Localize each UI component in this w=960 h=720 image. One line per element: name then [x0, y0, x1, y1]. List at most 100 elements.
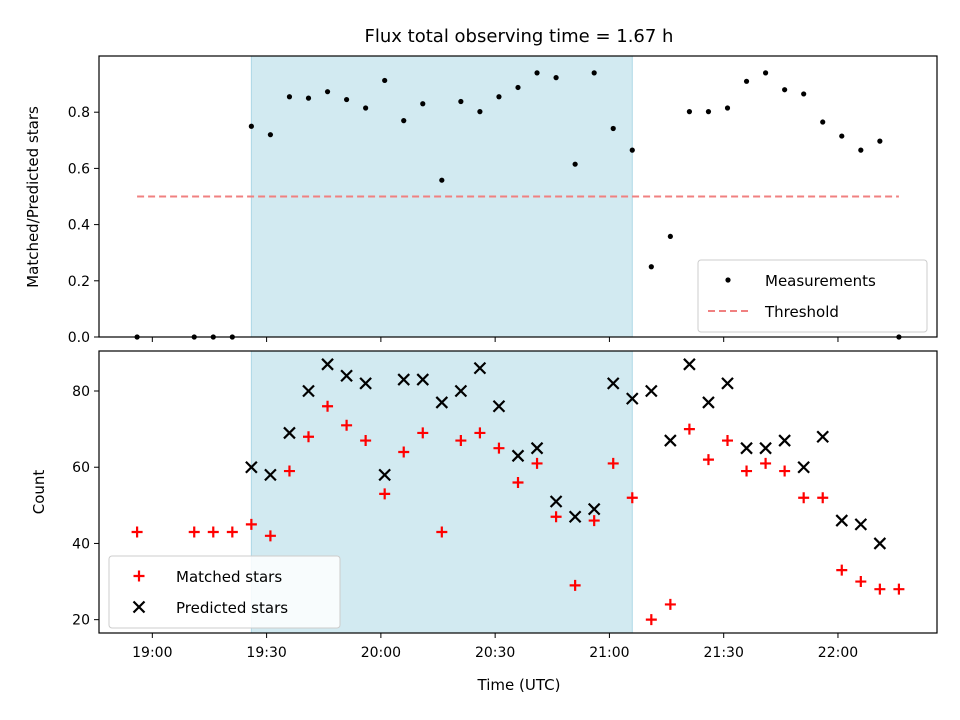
- data-point: [458, 98, 464, 105]
- data-point: [606, 377, 620, 390]
- data-point: [836, 564, 848, 576]
- data-point: [531, 457, 543, 469]
- data-point: [797, 460, 810, 474]
- data-point: [363, 105, 369, 111]
- data-point: [683, 423, 695, 435]
- x-tick-label: 21:30: [704, 645, 744, 661]
- bottom-y-axis-label: Count: [30, 470, 48, 515]
- x-tick-label: 20:30: [475, 645, 515, 661]
- data-point: [378, 468, 391, 482]
- data-point: [131, 526, 143, 538]
- data-point: [248, 123, 254, 129]
- y-tick-label: 0.8: [68, 105, 90, 121]
- count-panel: 20 40 60 80 19:00 19:30 20:00 20:30 21:00 21:30 22…: [72, 350, 938, 661]
- data-point: [664, 434, 677, 447]
- data-point: [439, 177, 445, 183]
- top-y-axis-label: Matched/Predicted stars: [24, 106, 42, 288]
- data-point: [667, 233, 673, 240]
- data-point: [341, 419, 353, 431]
- data-point: [572, 161, 578, 167]
- data-point: [534, 70, 540, 76]
- data-point: [515, 84, 521, 91]
- legend: Measurements Threshold: [697, 259, 928, 333]
- y-tick-label: 0.6: [68, 161, 90, 177]
- data-point: [474, 427, 486, 439]
- data-point: [454, 384, 468, 398]
- x-tick-label: 20:00: [361, 645, 401, 661]
- data-point: [648, 264, 654, 270]
- data-point: [553, 75, 559, 81]
- x-tick-label: 21:00: [589, 645, 629, 661]
- data-point: [645, 614, 657, 626]
- data-point: [683, 358, 696, 371]
- data-point: [398, 446, 410, 458]
- data-point: [549, 495, 563, 508]
- data-point: [743, 78, 750, 84]
- data-point: [340, 369, 353, 383]
- data-point: [477, 109, 483, 115]
- data-point: [664, 598, 676, 610]
- data-point: [343, 96, 350, 103]
- legend-label: Matched stars: [176, 568, 282, 586]
- data-point: [854, 518, 868, 531]
- data-point: [245, 518, 257, 530]
- data-point: [645, 384, 658, 398]
- data-point: [835, 514, 849, 527]
- legend-label: Measurements: [765, 272, 876, 290]
- data-point: [855, 576, 867, 588]
- data-point: [893, 583, 905, 595]
- y-tick-label: 80: [72, 384, 90, 400]
- data-point: [207, 526, 219, 538]
- y-tick-label: 40: [72, 536, 90, 552]
- data-point: [686, 109, 693, 115]
- data-point: [283, 426, 296, 440]
- data-point: [417, 427, 429, 439]
- data-point: [798, 492, 810, 504]
- legend: Matched stars Predicted stars: [108, 555, 341, 629]
- data-point: [286, 94, 293, 100]
- data-point: [779, 465, 791, 477]
- data-point: [839, 133, 845, 139]
- data-point: [359, 377, 372, 390]
- data-point: [305, 95, 312, 101]
- data-point: [379, 488, 391, 500]
- data-point: [550, 511, 562, 523]
- data-point: [568, 510, 582, 524]
- series-measurements: [134, 70, 902, 340]
- data-point: [435, 396, 449, 409]
- data-point: [760, 457, 772, 469]
- data-point: [382, 77, 388, 84]
- data-point: [267, 132, 274, 138]
- data-point: [530, 441, 544, 455]
- data-point: [360, 435, 372, 447]
- data-point: [587, 502, 601, 516]
- data-point: [226, 526, 238, 538]
- data-point: [610, 125, 616, 132]
- data-point: [629, 147, 635, 153]
- data-point: [858, 147, 864, 153]
- data-point: [741, 465, 753, 477]
- data-point: [302, 384, 315, 398]
- legend-box: [108, 555, 341, 629]
- data-point: [816, 430, 830, 444]
- data-point: [702, 454, 714, 466]
- legend-key: [725, 277, 731, 283]
- data-point: [778, 434, 791, 447]
- data-point: [436, 526, 448, 538]
- data-point: [321, 358, 334, 371]
- chart-title: Flux total observing time = 1.67 h: [365, 26, 674, 47]
- y-tick-label: 0.2: [68, 274, 90, 290]
- data-point: [782, 87, 788, 93]
- data-point: [322, 400, 334, 412]
- y-tick-label: 0.0: [68, 330, 90, 346]
- data-point: [401, 118, 407, 124]
- data-point: [877, 138, 883, 144]
- data-point: [416, 373, 430, 386]
- y-tick-label: 60: [72, 460, 90, 476]
- data-point: [801, 91, 807, 97]
- data-point: [722, 435, 733, 447]
- x-tick-label: 19:30: [246, 645, 286, 661]
- data-point: [397, 373, 411, 386]
- data-point: [473, 361, 487, 375]
